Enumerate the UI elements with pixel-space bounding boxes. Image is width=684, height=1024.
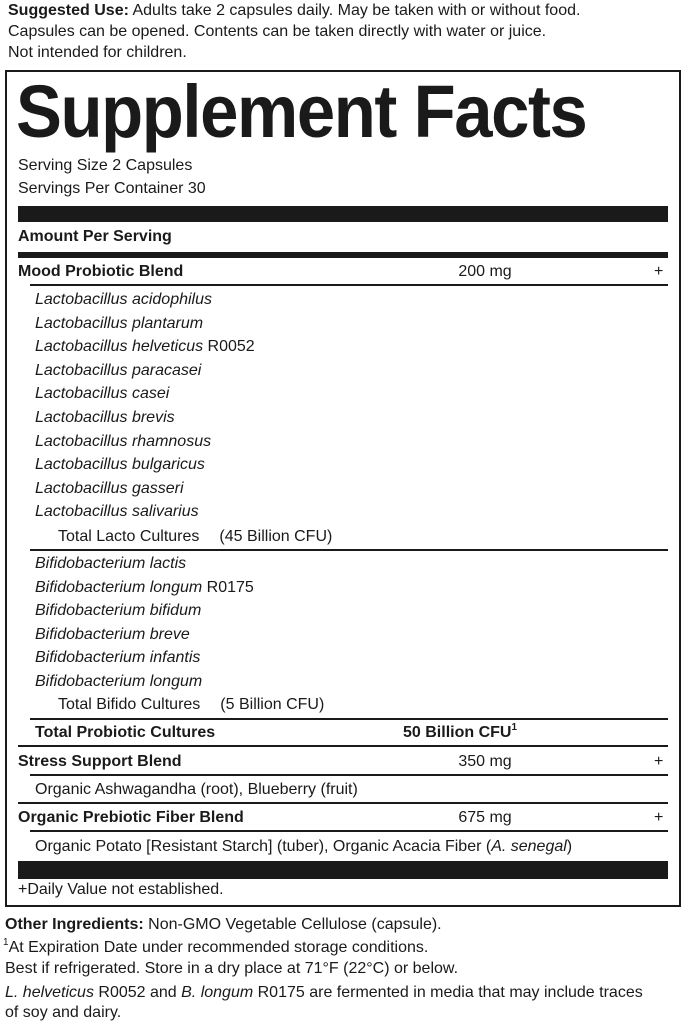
divider — [30, 284, 668, 286]
suggested-use-text: Adults take 2 capsules daily. May be tak… — [132, 2, 581, 19]
footnote-text: Best if refrigerated. Store in a dry pla… — [5, 960, 459, 977]
strain-name: Lactobacillus casei — [35, 385, 170, 403]
stress-blend-dv: + — [654, 753, 664, 770]
strain-item: Lactobacillus paracasei — [35, 361, 201, 381]
mood-blend-name: Mood Probiotic Blend — [18, 263, 184, 280]
serving-size: Serving Size 2 Capsules — [18, 157, 193, 174]
fiber-ingredients-text: Organic Potato [Resistant Starch] (tuber… — [35, 838, 492, 855]
fiber-blend-amount: 675 mg — [458, 809, 512, 826]
strain-item: Lactobacillus salivarius — [35, 502, 199, 522]
total-lacto: Total Lacto Cultures (45 Billion CFU) — [58, 527, 332, 547]
other-ingredients-text: Non-GMO Vegetable Cellulose (capsule). — [148, 916, 442, 933]
strain-name: Bifidobacterium lactis — [35, 555, 187, 572]
footnote: 1At Expiration Date under recommended st… — [3, 938, 428, 958]
divider-medium — [18, 252, 668, 258]
total-lacto-label: Total Lacto Cultures — [58, 528, 200, 545]
total-bifido: Total Bifido Cultures (5 Billion CFU) — [58, 695, 324, 715]
strain-item: Lactobacillus rhamnosus — [35, 432, 211, 452]
other-ingredients-label: Other Ingredients: — [5, 916, 144, 933]
strain-item: Lactobacillus helveticus R0052 — [35, 337, 255, 357]
strain-code: R0052 — [207, 338, 255, 356]
panel-title: Supplement Facts — [16, 70, 588, 153]
divider — [30, 830, 668, 832]
divider — [18, 802, 668, 804]
strain-item: Bifidobacterium longum R0175 — [35, 578, 254, 598]
allergen-note: L. helveticus R0052 and B. longum R0175 … — [5, 983, 643, 1003]
strain-name: Bifidobacterium bifidum — [35, 602, 202, 620]
strain-name: Bifidobacterium longum — [35, 673, 203, 690]
allergen-text: of soy and dairy. — [5, 1004, 122, 1021]
strain-name: Bifidobacterium infantis — [35, 649, 201, 667]
strain-name: Lactobacillus plantarum — [35, 314, 204, 332]
stress-blend-amount: 350 mg — [458, 753, 512, 770]
strain-item: Bifidobacterium lactis — [35, 554, 186, 574]
total-bifido-amount: (5 Billion CFU) — [220, 696, 325, 713]
strain-name: Lactobacillus brevis — [35, 409, 175, 426]
total-lacto-amount: (45 Billion CFU) — [219, 528, 333, 545]
strain-name: Bifidobacterium longum — [35, 578, 203, 596]
allergen-text: R0175 are fermented in media that may in… — [253, 984, 643, 1001]
total-bifido-label: Total Bifido Cultures — [58, 696, 201, 713]
strain-name: Lactobacillus paracasei — [35, 361, 202, 379]
strain-item: Lactobacillus brevis — [35, 408, 175, 428]
fiber-blend-dv: + — [654, 809, 664, 826]
amount-per-serving: Amount Per Serving — [18, 228, 172, 245]
strain-item: Lactobacillus casei — [35, 384, 169, 404]
strain-item: Lactobacillus acidophilus — [35, 290, 212, 310]
divider-thick — [18, 206, 668, 222]
stress-blend-name: Stress Support Blend — [18, 753, 182, 770]
suggested-use-label: Suggested Use: — [8, 2, 129, 19]
strain-name: Lactobacillus helveticus — [35, 338, 204, 356]
allergen-species: L. helveticus — [5, 984, 94, 1001]
strain-name: Lactobacillus gasseri — [35, 479, 184, 497]
strain-item: Lactobacillus bulgaricus — [35, 455, 205, 475]
mood-blend-dv: + — [654, 263, 664, 280]
strain-code: R0175 — [206, 578, 254, 596]
fiber-blend-name: Organic Prebiotic Fiber Blend — [18, 809, 244, 826]
mood-blend-amount: 200 mg — [458, 263, 512, 280]
total-probiotic-label: Total Probiotic Cultures — [35, 724, 216, 741]
divider — [18, 745, 668, 747]
suggested-use-text: Not intended for children. — [8, 44, 187, 61]
stress-blend-ingredients: Organic Ashwagandha (root), Blueberry (f… — [35, 781, 358, 798]
strain-item: Bifidobacterium longum — [35, 672, 202, 692]
strain-name: Lactobacillus rhamnosus — [35, 432, 212, 450]
strain-item: Lactobacillus plantarum — [35, 314, 203, 334]
fiber-ingredients-end: ) — [566, 838, 573, 855]
suggested-use-text: Capsules can be opened. Contents can be … — [8, 23, 547, 40]
fiber-ingredients-species: A. senegal — [491, 838, 567, 855]
strain-item: Bifidobacterium infantis — [35, 648, 200, 668]
strain-item: Bifidobacterium bifidum — [35, 601, 201, 621]
total-probiotic-amount: 50 Billion CFU1 — [403, 723, 517, 743]
divider-thick — [18, 861, 668, 879]
total-probiotic-value: 50 Billion CFU — [403, 724, 512, 741]
divider — [30, 718, 668, 720]
strain-item: Lactobacillus gasseri — [35, 479, 184, 499]
strain-name: Lactobacillus acidophilus — [35, 291, 212, 308]
suggested-use: Suggested Use: Adults take 2 capsules da… — [8, 1, 580, 21]
strain-name: Bifidobacterium breve — [35, 625, 190, 643]
divider — [30, 774, 668, 776]
divider — [30, 549, 668, 551]
allergen-text: R0052 and — [93, 984, 182, 1001]
strain-name: Lactobacillus bulgaricus — [35, 456, 205, 474]
other-ingredients: Other Ingredients: Non-GMO Vegetable Cel… — [5, 915, 442, 935]
footnote-text: At Expiration Date under recommended sto… — [8, 939, 429, 956]
servings-per-container: Servings Per Container 30 — [18, 180, 206, 197]
footnote-mark: 1 — [3, 937, 9, 948]
strain-name: Lactobacillus salivarius — [35, 503, 199, 521]
dv-note: +Daily Value not established. — [18, 881, 224, 898]
fiber-blend-ingredients: Organic Potato [Resistant Starch] (tuber… — [35, 837, 572, 857]
strain-item: Bifidobacterium breve — [35, 625, 190, 645]
footnote-mark: 1 — [511, 722, 518, 733]
supplement-facts-panel — [5, 70, 681, 907]
allergen-species: B. longum — [181, 984, 254, 1001]
